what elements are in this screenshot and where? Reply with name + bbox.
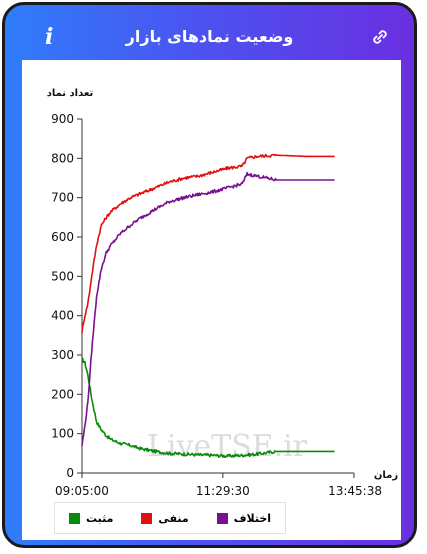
page-title: وضعیت نمادهای بازار	[125, 27, 294, 46]
chart-legend: اختلاف منفی مثبت	[54, 502, 286, 534]
y-tick-label: 900	[51, 112, 74, 126]
y-tick-label: 800	[51, 151, 74, 165]
header: i وضعیت نمادهای بازار	[5, 5, 414, 63]
y-tick-label: 100	[51, 427, 74, 441]
series-line-3	[81, 171, 335, 446]
y-tick-label: 700	[51, 191, 74, 205]
y-tick-label: 600	[51, 230, 74, 244]
series-line-1	[81, 357, 335, 458]
series-line-2	[81, 153, 335, 333]
legend-label: اختلاف	[233, 511, 272, 525]
legend-swatch	[216, 512, 228, 524]
y-axis-label: تعداد نماد	[47, 88, 94, 99]
market-status-chart: LiveTSE.ir 0 100 200 300 400 500 600 700 800 900 تع…	[47, 88, 399, 498]
x-tick-label: 13:45:38	[328, 484, 382, 498]
app-frame: i وضعیت نمادهای بازار LiveTSE.ir 0 100 200 3…	[2, 2, 417, 548]
legend-item[interactable]: مثبت	[69, 512, 113, 525]
legend-swatch	[69, 512, 80, 524]
chart-panel: LiveTSE.ir 0 100 200 300 400 500 600 700 800 900 تع…	[22, 60, 401, 540]
y-tick-label: 200	[51, 387, 74, 401]
x-tick-label: 09:05:00	[55, 484, 109, 498]
legend-item[interactable]: منفی	[141, 511, 189, 525]
x-tick-label: 11:29:30	[196, 484, 250, 498]
y-tick-label: 500	[51, 269, 74, 283]
y-tick-label: 400	[51, 309, 74, 323]
link-icon[interactable]	[370, 27, 390, 47]
legend-item[interactable]: اختلاف	[216, 511, 272, 525]
watermark: LiveTSE.ir	[147, 429, 308, 464]
y-tick-label: 300	[51, 348, 74, 362]
y-tick-label: 0	[66, 466, 74, 480]
legend-swatch	[141, 512, 153, 524]
x-axis-label: زمان	[374, 470, 398, 481]
legend-label: مثبت	[86, 511, 114, 525]
info-icon[interactable]: i	[45, 24, 54, 50]
legend-label: منفی	[158, 511, 189, 525]
